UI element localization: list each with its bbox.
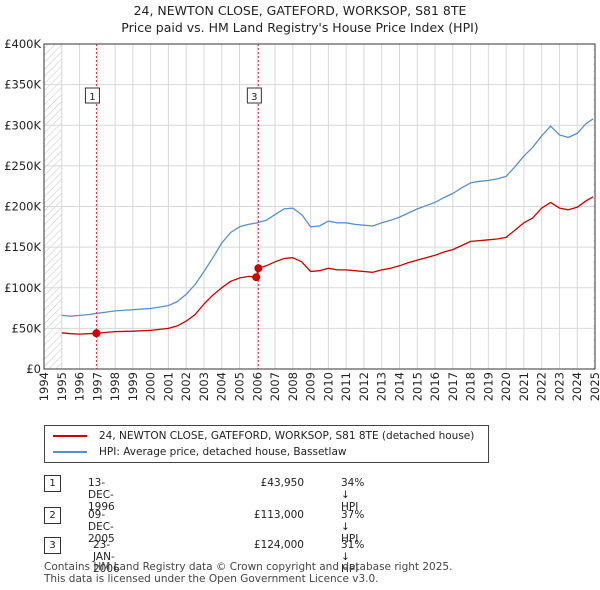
x-tick-label: 2005	[233, 372, 247, 401]
transaction-number: 3	[44, 537, 61, 554]
x-tick-label: 1995	[55, 372, 69, 401]
legend-swatch-property	[53, 435, 87, 437]
transaction-hpi-diff: 31% ↓ HPI	[341, 539, 365, 575]
x-tick-label: 2006	[250, 372, 264, 401]
plot-frame	[43, 43, 596, 370]
transaction-number: 2	[44, 507, 61, 524]
footer-licence: This data is licensed under the Open Gov…	[44, 573, 379, 585]
x-tick-label: 2001	[161, 372, 175, 401]
x-tick-label: 2023	[552, 372, 566, 401]
legend-label-hpi: HPI: Average price, detached house, Bass…	[99, 446, 347, 458]
transaction-price: £43,950	[260, 477, 304, 489]
x-tick-label: 2019	[481, 372, 495, 401]
transaction-price: £124,000	[253, 539, 304, 551]
x-tick-label: 2002	[179, 372, 193, 401]
series-line-hpi	[61, 118, 594, 317]
x-tick-label: 2004	[215, 372, 229, 401]
x-tick-label: 1996	[73, 372, 87, 401]
transaction-number: 1	[44, 475, 61, 492]
sale-point	[252, 273, 261, 282]
y-tick-label: £150K	[4, 240, 41, 254]
legend-swatch-hpi	[53, 451, 87, 453]
price-chart: £0 £50K £100K £150K £200K £250K £300K £350K £400…	[4, 37, 600, 401]
transaction-date: 13-DEC-1996	[88, 477, 115, 513]
x-tick-label: 2008	[286, 372, 300, 401]
x-tick-label: 2013	[375, 372, 389, 401]
x-tick-label: 2009	[304, 372, 318, 401]
transaction-price: £113,000	[253, 509, 304, 521]
sale-label-box	[246, 87, 262, 104]
x-tick-label: 1997	[90, 372, 104, 401]
y-tick-label: £50K	[12, 321, 42, 335]
x-tick-label: 2017	[446, 372, 460, 401]
x-tick-label: 2010	[321, 372, 335, 401]
x-tick-label: 2012	[357, 372, 371, 401]
legend-item-property: 24, NEWTON CLOSE, GATEFORD, WORKSOP, S81…	[53, 428, 474, 444]
x-tick-label: 2021	[517, 372, 531, 401]
x-tick-label: 1998	[108, 372, 122, 401]
x-tick-label: 1994	[37, 372, 51, 401]
legend-item-hpi: HPI: Average price, detached house, Bass…	[53, 444, 346, 460]
x-tick-label: 1999	[126, 372, 140, 401]
y-tick-label: £350K	[4, 78, 41, 92]
chart-subtitle: Price paid vs. HM Land Registry's House …	[121, 20, 479, 35]
x-tick-label: 2016	[428, 372, 442, 401]
footer-copyright: Contains HM Land Registry data © Crown c…	[44, 561, 453, 573]
sale-label-text: 1	[89, 92, 95, 103]
y-tick-label: £300K	[4, 118, 41, 132]
sale-point	[92, 329, 101, 338]
sale-point	[254, 264, 263, 273]
x-tick-label: 2022	[535, 372, 549, 401]
transaction-date: 23-JAN-2006	[93, 539, 120, 575]
transaction-hpi-diff: 34% ↓ HPI	[341, 477, 365, 513]
x-tick-label: 2011	[339, 372, 353, 401]
x-tick-label: 2003	[197, 372, 211, 401]
transaction-date: 09-DEC-2005	[88, 509, 115, 545]
y-tick-label: £200K	[4, 200, 41, 214]
x-tick-label: 2015	[410, 372, 424, 401]
sale-label-text: 3	[251, 92, 257, 103]
series-line-property	[61, 196, 594, 335]
x-tick-label: 2007	[268, 372, 282, 401]
x-tick-label: 2025	[588, 372, 600, 401]
y-tick-label: £0	[26, 362, 41, 376]
legend: 24, NEWTON CLOSE, GATEFORD, WORKSOP, S81…	[44, 425, 489, 463]
x-tick-label: 2014	[392, 372, 406, 401]
y-tick-label: £400K	[4, 37, 41, 51]
x-tick-label: 2024	[570, 372, 584, 401]
y-tick-label: £100K	[4, 281, 41, 295]
legend-label-property: 24, NEWTON CLOSE, GATEFORD, WORKSOP, S81…	[99, 430, 475, 442]
x-tick-label: 2000	[144, 372, 158, 401]
chart-title: 24, NEWTON CLOSE, GATEFORD, WORKSOP, S81…	[133, 3, 467, 18]
transaction-hpi-diff: 37% ↓ HPI	[341, 509, 365, 545]
y-tick-label: £250K	[4, 159, 41, 173]
x-tick-label: 2018	[464, 372, 478, 401]
x-tick-label: 2020	[499, 372, 513, 401]
sale-label-box	[84, 87, 100, 104]
